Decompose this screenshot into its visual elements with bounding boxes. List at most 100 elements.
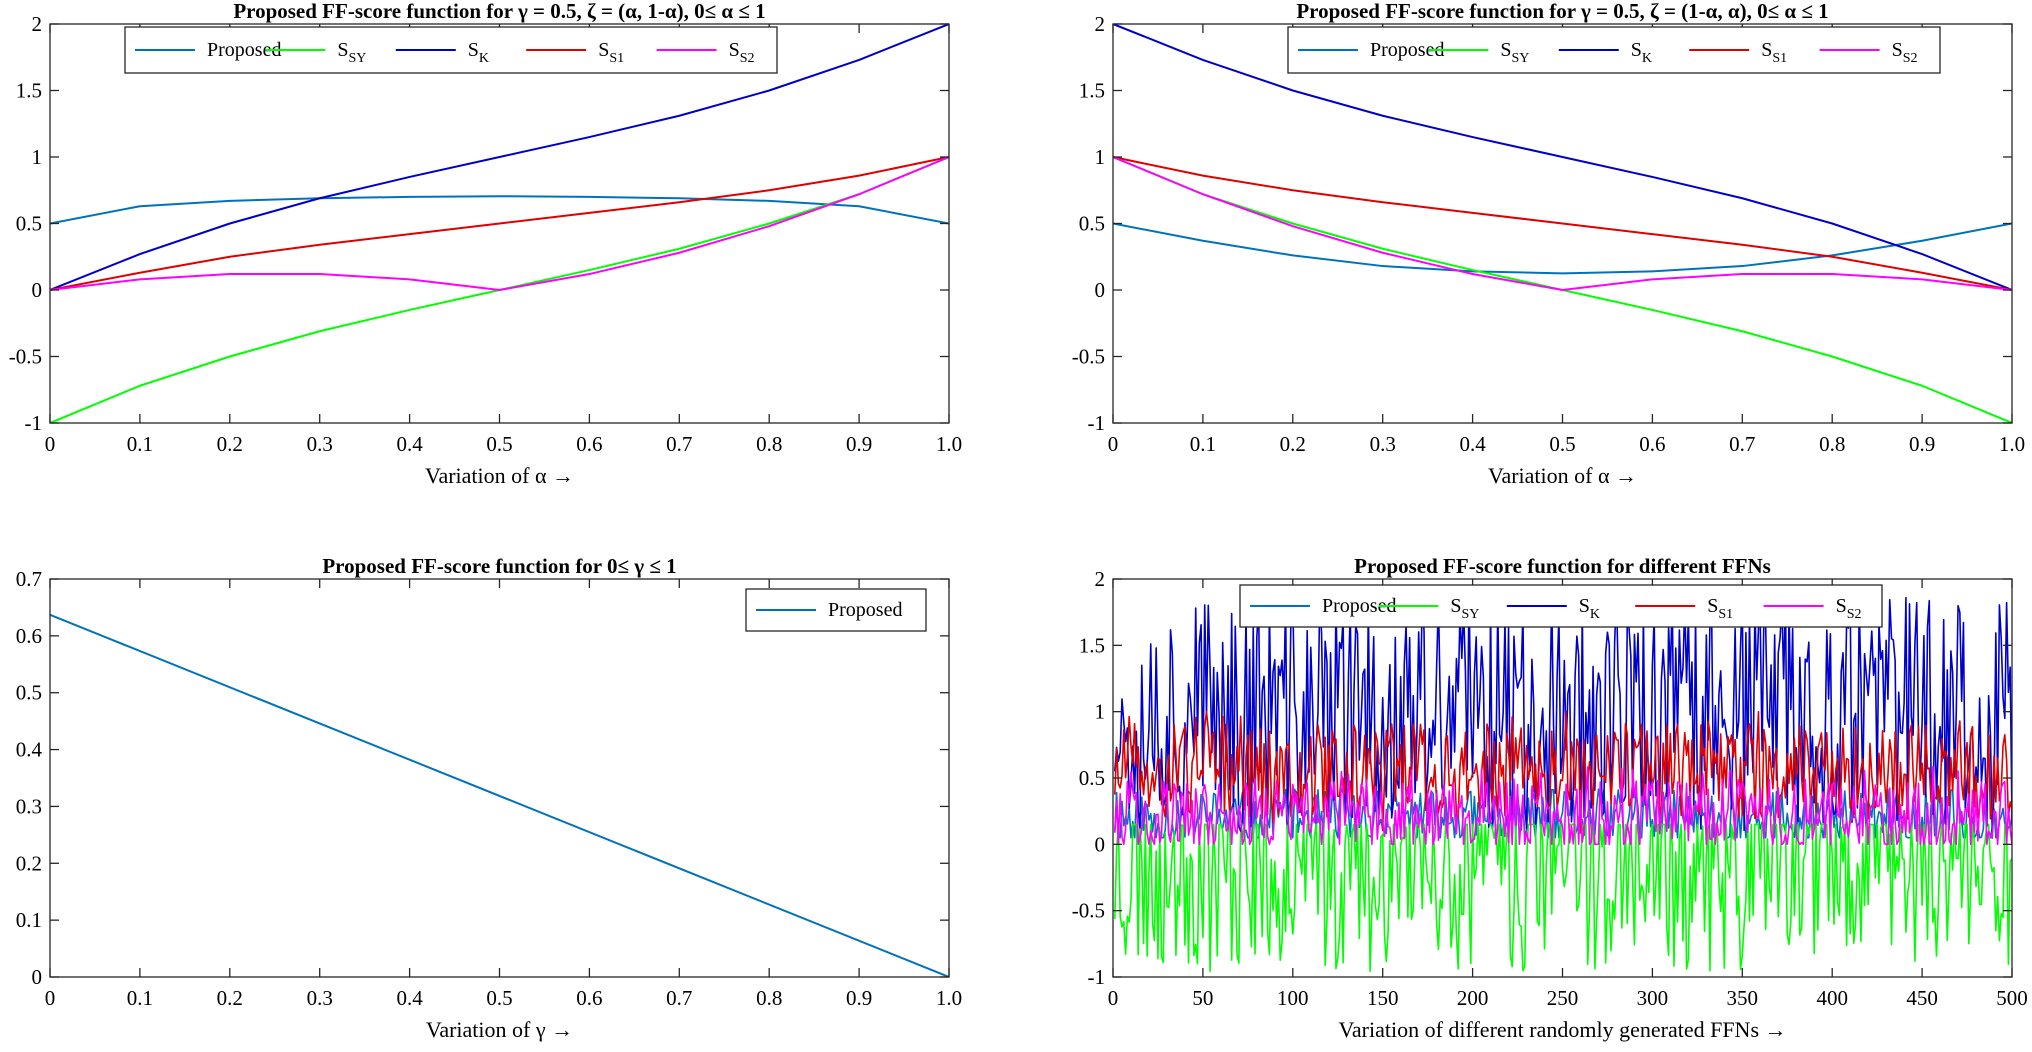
- chart-panel-3: 0 0.1 0.2 0.3 0.4 0.5 0.6 0.7 0.8 0.9 1.0 0 0.1 0.2 0.…: [16, 554, 962, 1042]
- legend-label-ss2: SS2: [1836, 595, 1862, 622]
- x-tick-label: 0.4: [1459, 432, 1486, 456]
- legend-label-sk: SK: [468, 39, 489, 66]
- legend-label-ss1: SS1: [598, 39, 624, 66]
- legend-label-ssy: SSY: [337, 39, 366, 66]
- series-line-proposed: [1113, 222, 2012, 275]
- y-tick-label: -0.5: [9, 345, 42, 369]
- chart-title: Proposed FF-score function for 0≤ γ ≤ 1: [322, 554, 676, 578]
- legend: Proposed: [745, 588, 927, 632]
- x-tick-label: 1.0: [1999, 432, 2025, 456]
- y-tick-label: 0.7: [16, 567, 42, 591]
- legend: Proposed SSY SK SS1 SS2: [124, 26, 778, 74]
- x-tick-label: 400: [1816, 986, 1848, 1010]
- series-line-ss1: [1114, 710, 2012, 834]
- chart-panel-1: 0 0.1 0.2 0.3 0.4 0.5 0.6 0.7 0.8 0.9 1.0 -1 -0.5 0 0.…: [9, 0, 962, 488]
- series-line-sk: [50, 24, 949, 291]
- y-tick-label: 0: [32, 965, 43, 989]
- series-line-ssy: [1114, 823, 2012, 973]
- x-tick-label: 0.9: [846, 986, 872, 1010]
- x-tick-label: 0.3: [307, 986, 333, 1010]
- legend-label-proposed: Proposed: [1370, 39, 1444, 61]
- x-tick-label: 150: [1367, 986, 1399, 1010]
- x-tick-label: 0.8: [1819, 432, 1845, 456]
- legend-label-proposed: Proposed: [207, 39, 281, 61]
- x-tick-label: 0: [1108, 432, 1119, 456]
- chart-panel-4: 0 50 100 150 200 250 300 350 400 450 500 -1 -0.5 0 0.5…: [1072, 554, 2028, 1042]
- chart-title: Proposed FF-score function for γ = 0.5, …: [1296, 0, 1828, 23]
- legend-label-ss2: SS2: [1892, 39, 1918, 66]
- chart-title: Proposed FF-score function for γ = 0.5, …: [233, 0, 765, 23]
- plot-area: [50, 24, 949, 423]
- x-tick-label: 0.1: [127, 986, 153, 1010]
- x-tick-label: 0.7: [666, 432, 692, 456]
- series-line-sk: [1114, 589, 2012, 832]
- x-tick-label: 100: [1277, 986, 1309, 1010]
- x-tick-label: 0.2: [217, 432, 243, 456]
- x-tick-label: 0.5: [486, 986, 512, 1010]
- y-tick-label: 2: [1095, 567, 1106, 591]
- y-tick-label: 0.5: [1079, 766, 1105, 790]
- series-line-proposed: [50, 613, 949, 977]
- x-tick-label: 0: [45, 432, 56, 456]
- plot-area: [50, 613, 949, 977]
- x-tick-label: 0.6: [576, 986, 602, 1010]
- y-tick-label: 0.1: [16, 908, 42, 932]
- legend-label-sk: SK: [1631, 39, 1652, 66]
- y-tick-label: 0.3: [16, 794, 42, 818]
- y-tick-label: 1.5: [1079, 633, 1105, 657]
- x-tick-label: 0: [1108, 986, 1119, 1010]
- legend-label-sk: SK: [1579, 595, 1600, 622]
- y-tick-label: 1.5: [1079, 79, 1105, 103]
- x-axis-label: Variation of different randomly generate…: [1338, 1017, 1786, 1042]
- y-tick-label: 1: [1095, 700, 1106, 724]
- x-tick-label: 0.7: [1729, 432, 1755, 456]
- chart-title: Proposed FF-score function for different…: [1354, 554, 1771, 578]
- x-tick-label: 0.2: [1280, 432, 1306, 456]
- series-line-ss1: [1113, 156, 2012, 291]
- x-tick-label: 350: [1727, 986, 1759, 1010]
- y-tick-label: 0: [32, 278, 43, 302]
- x-tick-label: 0.4: [396, 986, 423, 1010]
- plot-area: [1114, 589, 2012, 973]
- y-tick-label: -0.5: [1072, 345, 1105, 369]
- y-tick-label: 0: [1095, 278, 1106, 302]
- legend-box: [745, 588, 927, 632]
- y-tick-label: 0.5: [16, 212, 42, 236]
- x-tick-label: 0.5: [486, 432, 512, 456]
- x-tick-label: 0.1: [1190, 432, 1216, 456]
- x-tick-label: 300: [1637, 986, 1669, 1010]
- y-tick-label: -1: [1088, 965, 1106, 989]
- plot-area: [1113, 24, 2012, 423]
- legend-label-ssy: SSY: [1450, 595, 1479, 622]
- y-tick-label: 1: [32, 145, 43, 169]
- x-tick-label: 0: [45, 986, 56, 1010]
- series-line-ss2: [1114, 765, 2012, 846]
- x-tick-label: 0.6: [576, 432, 602, 456]
- legend-label-proposed: Proposed: [828, 599, 902, 621]
- y-tick-label: 2: [1095, 12, 1106, 36]
- y-tick-label: 2: [32, 12, 43, 36]
- x-tick-label: 0.8: [756, 986, 782, 1010]
- legend-label-ss1: SS1: [1761, 39, 1787, 66]
- series-line-sk: [1113, 24, 2012, 291]
- x-tick-label: 0.5: [1549, 432, 1575, 456]
- x-tick-label: 1.0: [936, 986, 962, 1010]
- x-tick-label: 0.3: [307, 432, 333, 456]
- x-tick-label: 0.8: [756, 432, 782, 456]
- x-tick-label: 0.9: [1909, 432, 1935, 456]
- legend-label-ssy: SSY: [1500, 39, 1529, 66]
- x-tick-label: 0.9: [846, 432, 872, 456]
- x-tick-label: 250: [1547, 986, 1579, 1010]
- x-tick-label: 1.0: [936, 432, 962, 456]
- axes-box: [49, 578, 950, 978]
- x-tick-label: 0.2: [217, 986, 243, 1010]
- x-axis-label: Variation of α →: [425, 463, 574, 488]
- y-tick-label: 1.5: [16, 79, 42, 103]
- series-line-ss2: [50, 156, 949, 291]
- y-tick-label: 1: [1095, 145, 1106, 169]
- y-tick-label: 0.5: [1079, 212, 1105, 236]
- x-tick-label: 0.6: [1639, 432, 1665, 456]
- x-tick-label: 0.7: [666, 986, 692, 1010]
